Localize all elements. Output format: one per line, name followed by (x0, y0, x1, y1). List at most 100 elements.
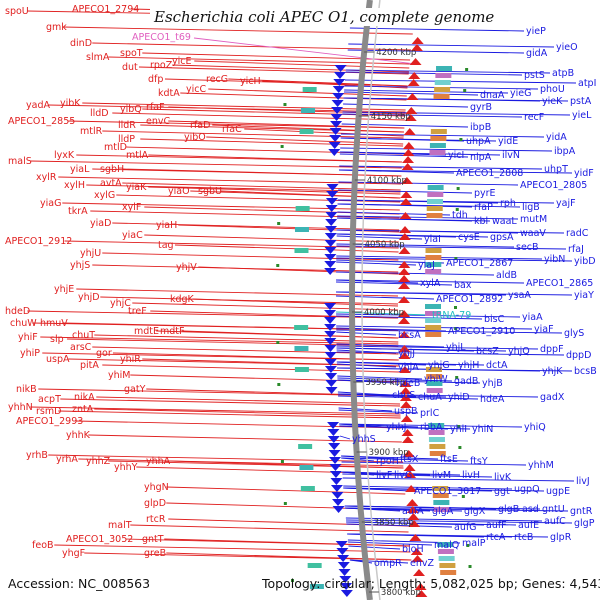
right-connector (341, 123, 469, 128)
feature-block (430, 129, 447, 134)
feature-block (294, 248, 309, 253)
marker-dot (280, 145, 284, 148)
reverse-strand-gene (401, 163, 414, 170)
right-gene-label: rph (500, 198, 516, 209)
right-gene-label: yibD (574, 256, 596, 267)
left-gene-label: yibQ (120, 104, 142, 115)
right-gene-label: uspB (394, 406, 418, 417)
left-connector (108, 56, 410, 65)
map-title: Escherichia coli APEC O1, complete genom… (150, 8, 499, 26)
reverse-strand-gene (404, 471, 417, 478)
feature-block (425, 332, 442, 337)
left-gene-label: rsmD (36, 406, 61, 417)
feature-block (425, 318, 442, 323)
reverse-strand-gene (399, 198, 412, 205)
right-connector (339, 425, 471, 430)
right-gene-label: livK (494, 472, 512, 483)
left-gene-label: rpoZ (150, 60, 173, 71)
left-connector (148, 186, 401, 195)
left-connector (172, 64, 409, 73)
feature-block (437, 549, 454, 554)
right-gene-label: APECO1_3017 (414, 486, 481, 497)
left-connector (27, 310, 399, 319)
forward-strand-gene (327, 436, 340, 443)
right-gene-label: dppF (540, 344, 564, 355)
left-gene-label: rtcR (146, 514, 166, 525)
left-gene-label: kdgK (170, 294, 195, 305)
right-connector (345, 517, 543, 522)
left-gene-label: xylH (64, 180, 85, 191)
left-gene-label: APECO1_2912 (5, 236, 72, 247)
right-gene-label: rtcA (486, 532, 506, 543)
left-connector (82, 102, 406, 111)
reverse-strand-gene (405, 107, 418, 114)
forward-strand-gene (334, 65, 347, 72)
right-gene-label: livH (462, 470, 480, 481)
left-gene-label: chuW (10, 318, 37, 329)
left-connector (148, 154, 403, 163)
left-gene-label: feoB (32, 540, 54, 551)
right-gene-label: xylA (420, 278, 441, 289)
right-gene-label: yhjK (542, 366, 563, 377)
right-gene-label: aufE (518, 520, 539, 531)
feature-block (425, 304, 442, 309)
right-connector (336, 331, 397, 336)
right-connector (343, 103, 469, 108)
feature-block (425, 262, 442, 267)
marker-dot (454, 327, 458, 330)
feature-block (433, 94, 450, 99)
left-gene-label: rfaD (190, 120, 210, 131)
left-connector (64, 240, 399, 249)
right-gene-label: yhhM (528, 460, 554, 471)
right-gene-label: ibpA (554, 146, 576, 157)
right-gene-label: yiaF (534, 324, 554, 335)
right-gene-label: APECO1_2865 (526, 278, 593, 289)
left-connector (174, 244, 399, 253)
feature-block (294, 346, 309, 351)
right-connector (347, 49, 525, 54)
left-gene-label: slmA (86, 52, 110, 63)
feature-block (437, 542, 454, 547)
left-connector (166, 552, 412, 561)
left-connector (67, 120, 405, 129)
right-gene-label: pstA (570, 96, 592, 107)
left-gene-label: xylG (94, 190, 115, 201)
left-gene-label: tag (158, 240, 174, 251)
forward-strand-gene (333, 79, 346, 86)
marker-dot (283, 502, 287, 505)
right-connector (336, 257, 573, 262)
marker-dot (290, 579, 294, 582)
reverse-strand-gene (398, 247, 411, 254)
kbp-ticks: 4200 kbp 4150 kbp 4100 kbp 4050 kbp 4000 kbp… (352, 48, 421, 598)
right-gene-label: yiaI (424, 234, 441, 245)
right-gene-label: hdeB (396, 378, 420, 389)
left-gene-label: avtA (100, 178, 122, 189)
right-connector (336, 349, 397, 354)
right-gene-label: yidE (498, 136, 518, 147)
reverse-strand-gene (407, 513, 420, 520)
right-gene-label: yhiI (450, 424, 467, 435)
left-gene-label: lyxK (54, 150, 75, 161)
right-gene-label: yhjL (446, 342, 466, 353)
right-gene-label: ilvN (502, 150, 520, 161)
forward-strand-gene (328, 149, 341, 156)
right-gene-label: ligB (522, 202, 540, 213)
feature-block (428, 423, 445, 428)
left-connector (62, 322, 399, 331)
right-connector (336, 329, 563, 334)
feature-block (425, 311, 442, 316)
forward-strand-gene (332, 86, 345, 93)
left-connector (40, 336, 399, 345)
right-gene-label: aufF (486, 520, 507, 531)
left-connector (48, 454, 404, 463)
reverse-strand-gene (411, 555, 424, 562)
backbone-arc (349, 0, 373, 600)
left-gene-label: yibK (60, 98, 81, 109)
right-gene-label: chuA (418, 392, 442, 403)
left-gene-label: yiaK (126, 182, 147, 193)
right-gene-label: glpR (550, 532, 572, 543)
right-gene-label: rfaP (474, 202, 493, 213)
right-gene-label: yibN (544, 254, 565, 265)
right-gene-label: yhjB (482, 378, 503, 389)
